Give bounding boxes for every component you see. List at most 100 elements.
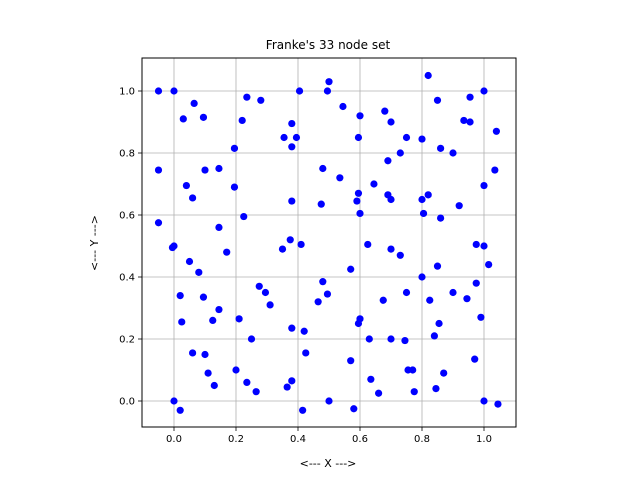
data-point — [437, 214, 445, 222]
chart-title: Franke's 33 node set — [266, 38, 391, 52]
y-tick-label: 1.0 — [119, 87, 135, 98]
data-point — [288, 119, 296, 128]
data-point — [347, 265, 355, 273]
data-point — [170, 397, 178, 405]
data-point — [379, 296, 387, 304]
data-point — [396, 149, 404, 157]
data-point — [252, 388, 260, 396]
data-point — [319, 278, 327, 286]
data-point — [154, 219, 163, 227]
data-point — [396, 251, 404, 259]
data-point — [455, 202, 463, 210]
data-point — [485, 261, 493, 269]
data-point — [480, 242, 488, 250]
data-point — [472, 240, 480, 249]
data-point — [288, 143, 296, 151]
data-point — [440, 369, 448, 377]
y-axis-label: <--- Y ---> — [88, 215, 101, 271]
data-point — [477, 313, 485, 321]
data-point — [154, 87, 163, 95]
data-point — [240, 212, 248, 221]
data-point — [230, 144, 239, 152]
data-point — [375, 389, 383, 397]
data-point — [426, 296, 434, 304]
data-point — [215, 305, 223, 314]
data-point — [176, 406, 184, 414]
data-point — [494, 400, 502, 408]
y-tick-label: 0.6 — [119, 211, 135, 222]
data-point — [432, 385, 440, 393]
x-tick-label: 0.6 — [352, 434, 368, 445]
data-point — [480, 87, 488, 95]
data-point — [195, 268, 203, 276]
data-point — [370, 180, 378, 188]
data-point — [402, 133, 411, 142]
data-point — [387, 335, 395, 343]
data-point — [323, 290, 332, 298]
data-point — [354, 189, 363, 197]
data-point — [325, 78, 333, 86]
data-point — [215, 223, 223, 231]
data-point — [199, 113, 208, 121]
data-point — [367, 375, 375, 383]
data-point — [472, 279, 480, 287]
data-point — [286, 236, 294, 244]
data-point — [266, 301, 274, 309]
data-point — [365, 335, 373, 343]
data-point — [466, 118, 474, 126]
data-point — [314, 298, 322, 306]
data-point — [387, 195, 395, 204]
data-point — [189, 194, 197, 202]
data-point — [381, 107, 389, 115]
data-point — [292, 133, 301, 142]
data-point — [410, 388, 418, 396]
data-point — [288, 324, 296, 332]
data-point — [433, 262, 442, 270]
data-point — [179, 115, 187, 123]
data-point — [384, 157, 392, 165]
data-point — [491, 166, 499, 174]
data-point — [299, 406, 307, 414]
data-point — [319, 164, 327, 173]
data-point — [424, 191, 432, 199]
data-point — [460, 116, 468, 125]
x-axis-label: <--- X ---> — [300, 457, 357, 470]
data-point — [168, 243, 177, 252]
data-point — [433, 96, 442, 104]
data-point — [189, 349, 197, 357]
data-point — [209, 316, 217, 324]
data-point — [364, 240, 372, 249]
data-point — [387, 118, 395, 126]
data-point — [199, 293, 208, 301]
data-point — [435, 319, 443, 328]
y-tick-label: 0.2 — [119, 335, 135, 346]
data-point — [402, 288, 411, 297]
data-point — [339, 102, 347, 111]
data-point — [492, 127, 500, 135]
data-point — [261, 288, 270, 297]
data-point — [288, 197, 296, 205]
data-point — [430, 332, 438, 340]
data-point — [243, 93, 251, 101]
data-point — [215, 164, 223, 173]
data-point — [424, 71, 432, 80]
data-point — [230, 183, 239, 191]
data-point — [466, 93, 474, 101]
data-point — [235, 315, 243, 323]
data-point — [238, 116, 246, 125]
data-point — [288, 377, 296, 385]
data-point — [387, 245, 395, 253]
data-point — [419, 209, 428, 218]
data-point — [300, 327, 308, 335]
data-point — [243, 378, 251, 386]
data-point — [356, 112, 364, 120]
x-tick-label: 0.4 — [290, 434, 306, 445]
data-point — [232, 366, 240, 374]
data-point — [302, 349, 310, 357]
data-point — [418, 195, 426, 204]
data-point — [201, 166, 209, 174]
data-point — [190, 99, 198, 107]
data-point — [401, 336, 409, 345]
data-point — [480, 181, 488, 190]
